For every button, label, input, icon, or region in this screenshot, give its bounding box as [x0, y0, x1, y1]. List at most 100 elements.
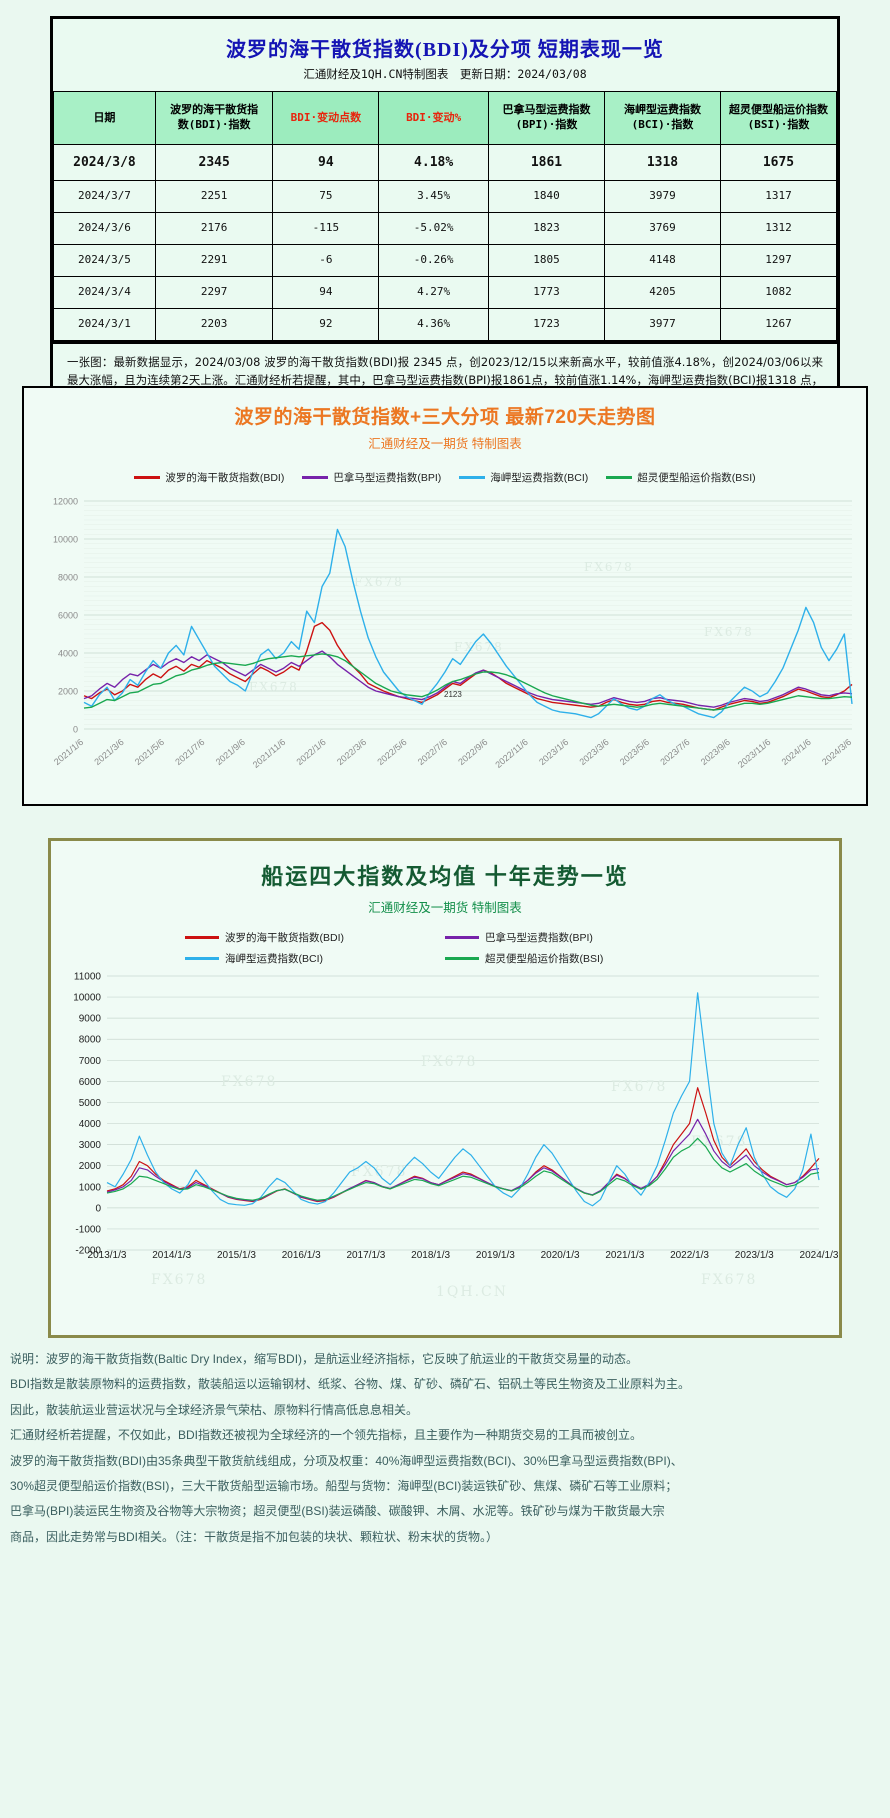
svg-text:-1000: -1000	[75, 1224, 101, 1235]
svg-text:5000: 5000	[79, 1098, 102, 1109]
footer-line: 汇通财经析若提醒，不仅如此，BDI指数还被视为全球经济的一个领先指标，且主要作为…	[10, 1428, 643, 1443]
chart-10y-title: 船运四大指数及均值 十年走势一览	[261, 864, 629, 889]
cell-bsi: 1675	[719, 144, 838, 181]
table-header-row: 日期 波罗的海干散货指 数(BDI)·指数 BDI·变动点数 BDI·变动% 巴…	[53, 91, 838, 145]
legend-item-bsi[interactable]: 超灵便型船运价指数(BSI)	[606, 470, 756, 485]
chart-720d-title: 波罗的海干散货指数+三大分项 最新720天走势图	[234, 407, 656, 428]
legend-swatch-bsi	[606, 476, 633, 479]
legend-swatch-bci	[459, 476, 486, 479]
legend-item-bdi[interactable]: 波罗的海干散货指数(BDI)	[134, 470, 284, 485]
cell-points: -6	[272, 244, 380, 277]
svg-text:2014/1/3: 2014/1/3	[152, 1250, 191, 1261]
legend-swatch-bsi	[445, 957, 479, 960]
svg-text:2022/7/6: 2022/7/6	[416, 737, 449, 767]
svg-text:1000: 1000	[79, 1182, 102, 1193]
svg-text:-2000: -2000	[75, 1246, 101, 1257]
svg-text:8000: 8000	[58, 573, 78, 583]
svg-text:0: 0	[73, 725, 78, 735]
svg-text:2019/1/3: 2019/1/3	[476, 1250, 515, 1261]
svg-text:2022/9/6: 2022/9/6	[456, 737, 489, 767]
svg-text:FX678: FX678	[351, 1164, 407, 1180]
chart-10y-subtitle: 汇通财经及一期货 特制图表	[368, 901, 522, 915]
legend-label-bdi: 波罗的海干散货指数(BDI)	[225, 932, 344, 944]
legend-swatch-bdi	[134, 476, 161, 479]
svg-text:2015/1/3: 2015/1/3	[217, 1250, 256, 1261]
svg-text:2021/1/3: 2021/1/3	[605, 1250, 644, 1261]
svg-text:2024/3/6: 2024/3/6	[820, 737, 853, 767]
cell-bci: 4148	[603, 244, 721, 277]
svg-text:2023/3/6: 2023/3/6	[577, 737, 610, 767]
svg-text:FX678: FX678	[701, 1272, 757, 1288]
svg-text:FX678: FX678	[704, 625, 754, 639]
cell-date: 2024/3/5	[53, 244, 156, 277]
svg-text:2022/3/6: 2022/3/6	[335, 737, 368, 767]
cell-bsi: 1082	[719, 276, 838, 309]
legend-swatch-bpi	[302, 476, 329, 479]
cell-bdi: 2251	[154, 180, 274, 213]
footer-line: 巴拿马(BPI)装运民生物资及谷物等大宗物资；超灵便型(BSI)装运磷酸、碳酸钾…	[10, 1504, 665, 1519]
cell-bpi: 1823	[487, 212, 605, 245]
cell-bdi: 2345	[154, 144, 274, 181]
chart-10y-panel: 船运四大指数及均值 十年走势一览 汇通财经及一期货 特制图表 波罗的海干散货指数…	[48, 838, 842, 1338]
chart-720d-svg: 0 2000 4000 6000 8000 10000 12000 FX678 FX678 FX6…	[52, 497, 853, 770]
legend-item-bci[interactable]: 海岬型运费指数(BCI)	[185, 951, 445, 966]
svg-text:2018/1/3: 2018/1/3	[411, 1250, 450, 1261]
svg-text:2023/1/6: 2023/1/6	[537, 737, 570, 767]
cell-percent: -0.26%	[378, 244, 489, 277]
svg-text:2021/9/6: 2021/9/6	[214, 737, 247, 767]
footer-line: 因此，散装航运业营运状况与全球经济景气荣枯、原物料行情高低息息相关。	[10, 1402, 419, 1417]
svg-text:9000: 9000	[79, 1014, 102, 1025]
svg-text:8000: 8000	[79, 1035, 102, 1046]
col-header-date: 日期	[53, 91, 156, 145]
col-header-bdi: 波罗的海干散货指 数(BDI)·指数	[154, 91, 274, 145]
svg-text:2021/5/6: 2021/5/6	[133, 737, 166, 767]
chart-720d-subtitle: 汇通财经及一期货 特制图表	[368, 437, 522, 451]
svg-text:2024/1/6: 2024/1/6	[780, 737, 813, 767]
cell-date: 2024/3/4	[53, 276, 156, 309]
cell-date: 2024/3/8	[53, 144, 156, 181]
svg-text:2000: 2000	[58, 687, 78, 697]
svg-text:2123: 2123	[444, 690, 462, 699]
legend-item-bpi[interactable]: 巴拿马型运费指数(BPI)	[445, 930, 705, 945]
cell-bsi: 1312	[719, 212, 838, 245]
col-header-bdi-percent: BDI·变动%	[378, 91, 489, 145]
svg-text:12000: 12000	[53, 497, 78, 507]
footer-line: 波罗的海干散货指数(BDI)由35条典型干散货航线组成，分项及权重：40%海岬型…	[10, 1453, 683, 1468]
legend-label-bci: 海岬型运费指数(BCI)	[490, 472, 589, 484]
footer-line: 30%超灵便型船运价指数(BSI)，三大干散货船型运输市场。船型与货物：海岬型(…	[10, 1478, 678, 1493]
svg-text:2021/1/6: 2021/1/6	[52, 737, 85, 767]
legend-item-bdi[interactable]: 波罗的海干散货指数(BDI)	[185, 930, 445, 945]
page-title: 波罗的海干散货指数(BDI)及分项 短期表现一览	[226, 39, 664, 61]
cell-date: 2024/3/7	[53, 180, 156, 213]
cell-points: 75	[272, 180, 380, 213]
svg-text:7000: 7000	[79, 1056, 102, 1067]
legend-item-bci[interactable]: 海岬型运费指数(BCI)	[459, 470, 588, 485]
chart-10y-legend: 波罗的海干散货指数(BDI) 巴拿马型运费指数(BPI) 海岬型运费指数(BCI…	[185, 930, 705, 966]
legend-item-bpi[interactable]: 巴拿马型运费指数(BPI)	[302, 470, 441, 485]
cell-percent: 3.45%	[378, 180, 489, 213]
svg-text:2023/9/6: 2023/9/6	[699, 737, 732, 767]
cell-percent: 4.36%	[378, 308, 489, 341]
table-row: 2024/3/1 2203 92 4.36% 1723 3977 1267	[53, 308, 838, 341]
cell-percent: 4.18%	[378, 144, 489, 181]
legend-label-bsi: 超灵便型船运价指数(BSI)	[485, 953, 604, 965]
svg-text:2023/11/6: 2023/11/6	[736, 737, 773, 770]
cell-bpi: 1805	[487, 244, 605, 277]
bdi-table-panel: 波罗的海干散货指数(BDI)及分项 短期表现一览 汇通财经及1QH.CN特制图表…	[50, 16, 840, 441]
svg-text:0: 0	[95, 1203, 101, 1214]
cell-points: 94	[272, 276, 380, 309]
svg-text:2023/7/6: 2023/7/6	[658, 737, 691, 767]
cell-bci: 3979	[603, 180, 721, 213]
svg-text:10000: 10000	[53, 535, 78, 545]
cell-bci: 3769	[603, 212, 721, 245]
footer-line: BDI指数是散装原物料的运费指数，散装船运以运输钢材、纸浆、谷物、煤、矿砂、磷矿…	[10, 1377, 691, 1392]
svg-text:FX678: FX678	[354, 575, 404, 589]
chart-720d-legend: 波罗的海干散货指数(BDI) 巴拿马型运费指数(BPI) 海岬型运费指数(BCI…	[24, 452, 866, 485]
svg-text:2023/5/6: 2023/5/6	[618, 737, 651, 767]
legend-item-bsi[interactable]: 超灵便型船运价指数(BSI)	[445, 951, 705, 966]
svg-text:2013/1/3: 2013/1/3	[88, 1250, 127, 1261]
table-row: 2024/3/5 2291 -6 -0.26% 1805 4148 1297	[53, 244, 838, 277]
cell-bdi: 2297	[154, 276, 274, 309]
svg-text:2020/1/3: 2020/1/3	[541, 1250, 580, 1261]
col-header-bpi: 巴拿马型运费指数 (BPI)·指数	[487, 91, 605, 145]
